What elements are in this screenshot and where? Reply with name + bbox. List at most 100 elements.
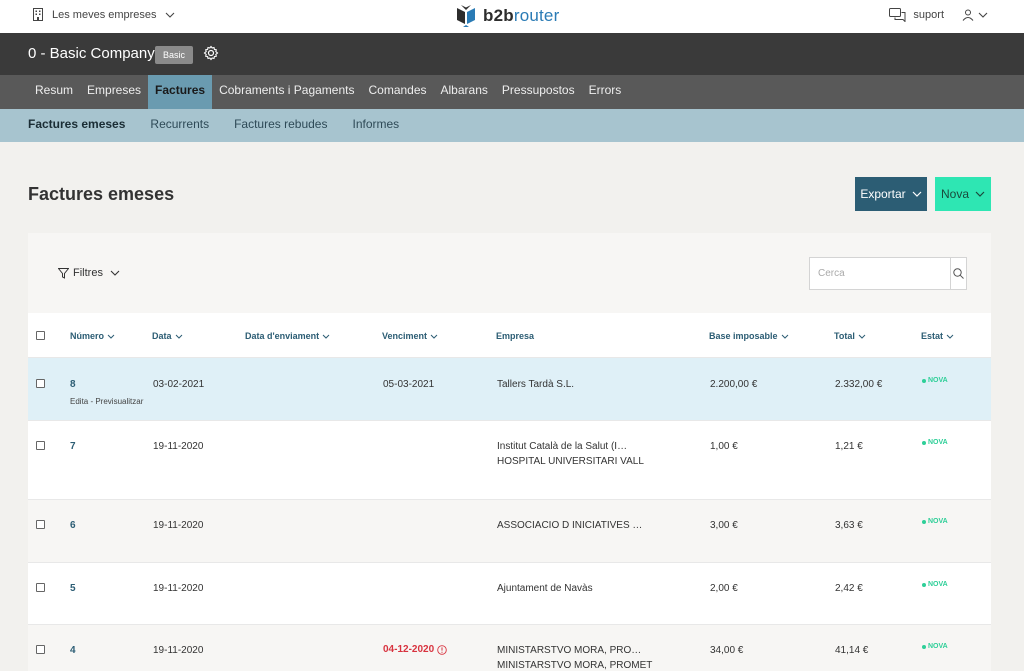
search-input[interactable] (810, 258, 950, 289)
status-label: NOVA (928, 439, 948, 446)
tab-errors[interactable]: Errors (588, 83, 622, 97)
select-all-checkbox[interactable] (36, 331, 45, 340)
filters-toggle[interactable]: Filtres (58, 267, 120, 279)
chevron-down-icon (978, 12, 988, 18)
status-badge: NOVA (922, 439, 948, 446)
tab-factures[interactable]: Factures (148, 75, 213, 109)
chat-icon (889, 8, 906, 22)
row-checkbox[interactable] (36, 441, 45, 450)
header-total-label: Total (834, 331, 855, 341)
subtab-factures-emeses[interactable]: Factures emeses (28, 117, 126, 131)
header-status-label: Estat (921, 331, 944, 341)
brand-logo[interactable]: b2brouter (455, 4, 559, 28)
export-button-label: Exportar (860, 187, 906, 201)
header-company-label: Empresa (496, 331, 535, 341)
company-name[interactable]: 0 - Basic Company (28, 45, 155, 62)
header-number[interactable]: Número (70, 331, 115, 341)
chevron-down-icon (107, 334, 115, 339)
main-nav: Resum Empreses Factures Cobraments i Pag… (0, 75, 1024, 109)
company-switcher[interactable]: Les meves empreses (32, 8, 175, 21)
invoice-number[interactable]: 6 (70, 520, 76, 531)
invoice-base: 2.200,00 € (710, 379, 758, 390)
invoice-number[interactable]: 8 (70, 379, 76, 390)
invoice-company: Institut Català de la Salut (I… (497, 441, 628, 452)
header-total[interactable]: Total (834, 331, 866, 341)
search-button[interactable] (950, 258, 966, 289)
chevron-down-icon (175, 334, 182, 339)
header-due-label: Venciment (382, 331, 428, 341)
brand-name: b2brouter (483, 6, 559, 26)
filter-icon (58, 267, 69, 279)
filters-label: Filtres (73, 267, 103, 279)
plan-badge: Basic (155, 46, 194, 64)
header-number-label: Número (70, 331, 105, 341)
gear-icon[interactable] (203, 45, 219, 61)
tab-comandes[interactable]: Comandes (368, 83, 427, 97)
search-box (809, 257, 967, 290)
invoice-date: 19-11-2020 (153, 583, 204, 594)
tab-pressupostos[interactable]: Pressupostos (501, 83, 575, 97)
subtab-recurrents[interactable]: Recurrents (150, 117, 210, 131)
chevron-down-icon (110, 270, 120, 276)
b2brouter-logo-icon (457, 5, 475, 27)
row-checkbox[interactable] (36, 379, 45, 388)
row-actions-sep: - (88, 397, 96, 406)
support-label: suport (913, 9, 944, 21)
header-date[interactable]: Data (152, 331, 183, 341)
header-base[interactable]: Base imposable (709, 331, 789, 341)
preview-link[interactable]: Previsualitzar (95, 397, 144, 406)
subtab-informes[interactable]: Informes (352, 117, 400, 131)
new-button-label: Nova (940, 187, 969, 201)
invoice-number[interactable]: 7 (70, 441, 76, 452)
invoice-total: 2,42 € (835, 583, 863, 594)
invoice-date: 19-11-2020 (153, 645, 204, 656)
table-header: Número Data Data d'enviament Venciment E… (28, 313, 991, 358)
header-sent-date[interactable]: Data d'enviament (245, 331, 330, 341)
invoice-total: 3,63 € (835, 520, 863, 531)
invoice-number[interactable]: 4 (70, 645, 76, 656)
new-invoice-button[interactable]: Nova (935, 177, 991, 211)
invoice-company: Ajuntament de Navàs (497, 583, 593, 594)
subtab-factures-rebudes[interactable]: Factures rebudes (234, 117, 328, 131)
header-date-label: Data (152, 331, 172, 341)
top-right-menu: suport (889, 8, 988, 22)
building-icon (33, 8, 43, 21)
status-dot (922, 378, 926, 383)
invoice-base: 34,00 € (710, 645, 744, 656)
table-row[interactable]: 6 19-11-2020 ASSOCIACIO D INICIATIVES … … (28, 500, 991, 563)
header-sent-date-label: Data d'enviament (245, 331, 320, 341)
tab-cobraments-pagaments[interactable]: Cobraments i Pagaments (219, 83, 355, 97)
chevron-down-icon (858, 334, 866, 339)
table-row[interactable]: 7 19-11-2020 Institut Català de la Salut… (28, 421, 991, 500)
invoice-due: 04-12-2020 (383, 644, 435, 655)
invoice-total: 2.332,00 € (835, 379, 883, 390)
invoice-number[interactable]: 5 (70, 583, 76, 594)
chevron-down-icon (781, 334, 788, 339)
row-checkbox[interactable] (36, 520, 45, 529)
export-button[interactable]: Exportar (855, 177, 927, 211)
status-badge: NOVA (922, 581, 948, 588)
user-menu[interactable] (962, 9, 988, 21)
brand-router: router (513, 6, 560, 25)
row-checkbox[interactable] (36, 645, 45, 654)
status-dot (922, 440, 926, 445)
header-status[interactable]: Estat (921, 331, 954, 341)
tab-empreses[interactable]: Empreses (87, 83, 142, 97)
table-row[interactable]: 8 Edita - Previsualitzar 03-02-2021 05-0… (28, 358, 991, 421)
edit-link[interactable]: Edita (70, 397, 89, 406)
invoice-date: 19-11-2020 (153, 441, 204, 452)
support-link[interactable]: suport (889, 8, 944, 22)
top-bar: Les meves empreses b2brouter suport (0, 0, 1024, 33)
row-checkbox[interactable] (36, 583, 45, 592)
table-row[interactable]: 5 19-11-2020 Ajuntament de Navàs 2,00 € … (28, 563, 991, 625)
status-label: NOVA (928, 581, 948, 588)
invoice-company: Tallers Tardà S.L. (497, 379, 575, 390)
invoice-total: 1,21 € (835, 441, 863, 452)
invoice-company: MINISTARSTVO MORA, PRO… (497, 645, 642, 656)
tab-resum[interactable]: Resum (35, 83, 74, 97)
tab-albarans[interactable]: Albarans (440, 83, 488, 97)
table-row[interactable]: 4 19-11-2020 04-12-2020 MINISTARSTVO MOR… (28, 625, 991, 671)
header-due[interactable]: Venciment (382, 331, 438, 341)
company-bar: 0 - Basic Company Basic (0, 33, 1024, 75)
status-dot (922, 519, 926, 524)
